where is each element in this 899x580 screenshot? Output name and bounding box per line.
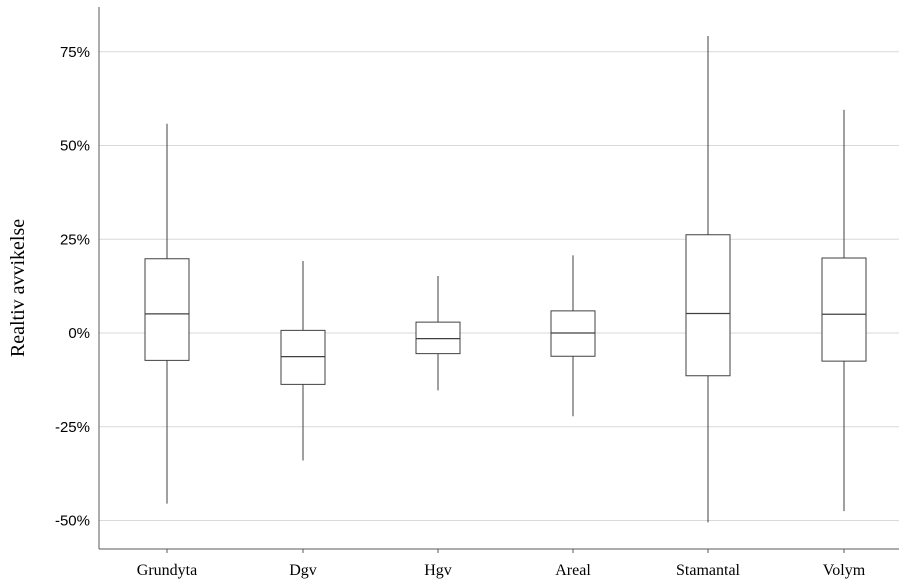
box-iqr (821, 257, 867, 362)
box-iqr (144, 258, 190, 361)
x-tick-label: Dgv (289, 562, 317, 579)
x-tick-label: Stamantal (676, 562, 741, 579)
box-group (415, 276, 461, 391)
x-tick-label: Grundyta (137, 562, 197, 579)
y-tick-label: 25% (60, 231, 90, 248)
y-tick-label: 75% (60, 44, 90, 61)
box-iqr (280, 329, 326, 385)
y-tick-label: -25% (55, 419, 90, 436)
y-tick-label: 50% (60, 138, 90, 155)
boxes (144, 36, 867, 523)
box-group (821, 109, 867, 512)
box-iqr (415, 321, 461, 355)
y-axis-title: Realtiv avvikelse (7, 219, 29, 357)
x-tick-label: Volym (823, 562, 866, 579)
y-tick-labels: 75% 50% 25% 0% -25% -50% (55, 44, 90, 530)
box-group (280, 261, 326, 461)
x-tick-label: Hgv (424, 562, 452, 579)
gridlines (99, 51, 899, 521)
box-iqr (685, 234, 731, 377)
box-group (550, 255, 596, 417)
x-tick-label: Areal (555, 562, 591, 579)
box-group (685, 36, 731, 523)
y-tick-label: -50% (55, 513, 90, 530)
x-tick-labels: Grundyta Dgv Hgv Areal Stamantal Volym (137, 549, 866, 579)
y-tick-label: 0% (68, 325, 90, 342)
box-group (144, 123, 190, 504)
axes (98, 7, 899, 550)
